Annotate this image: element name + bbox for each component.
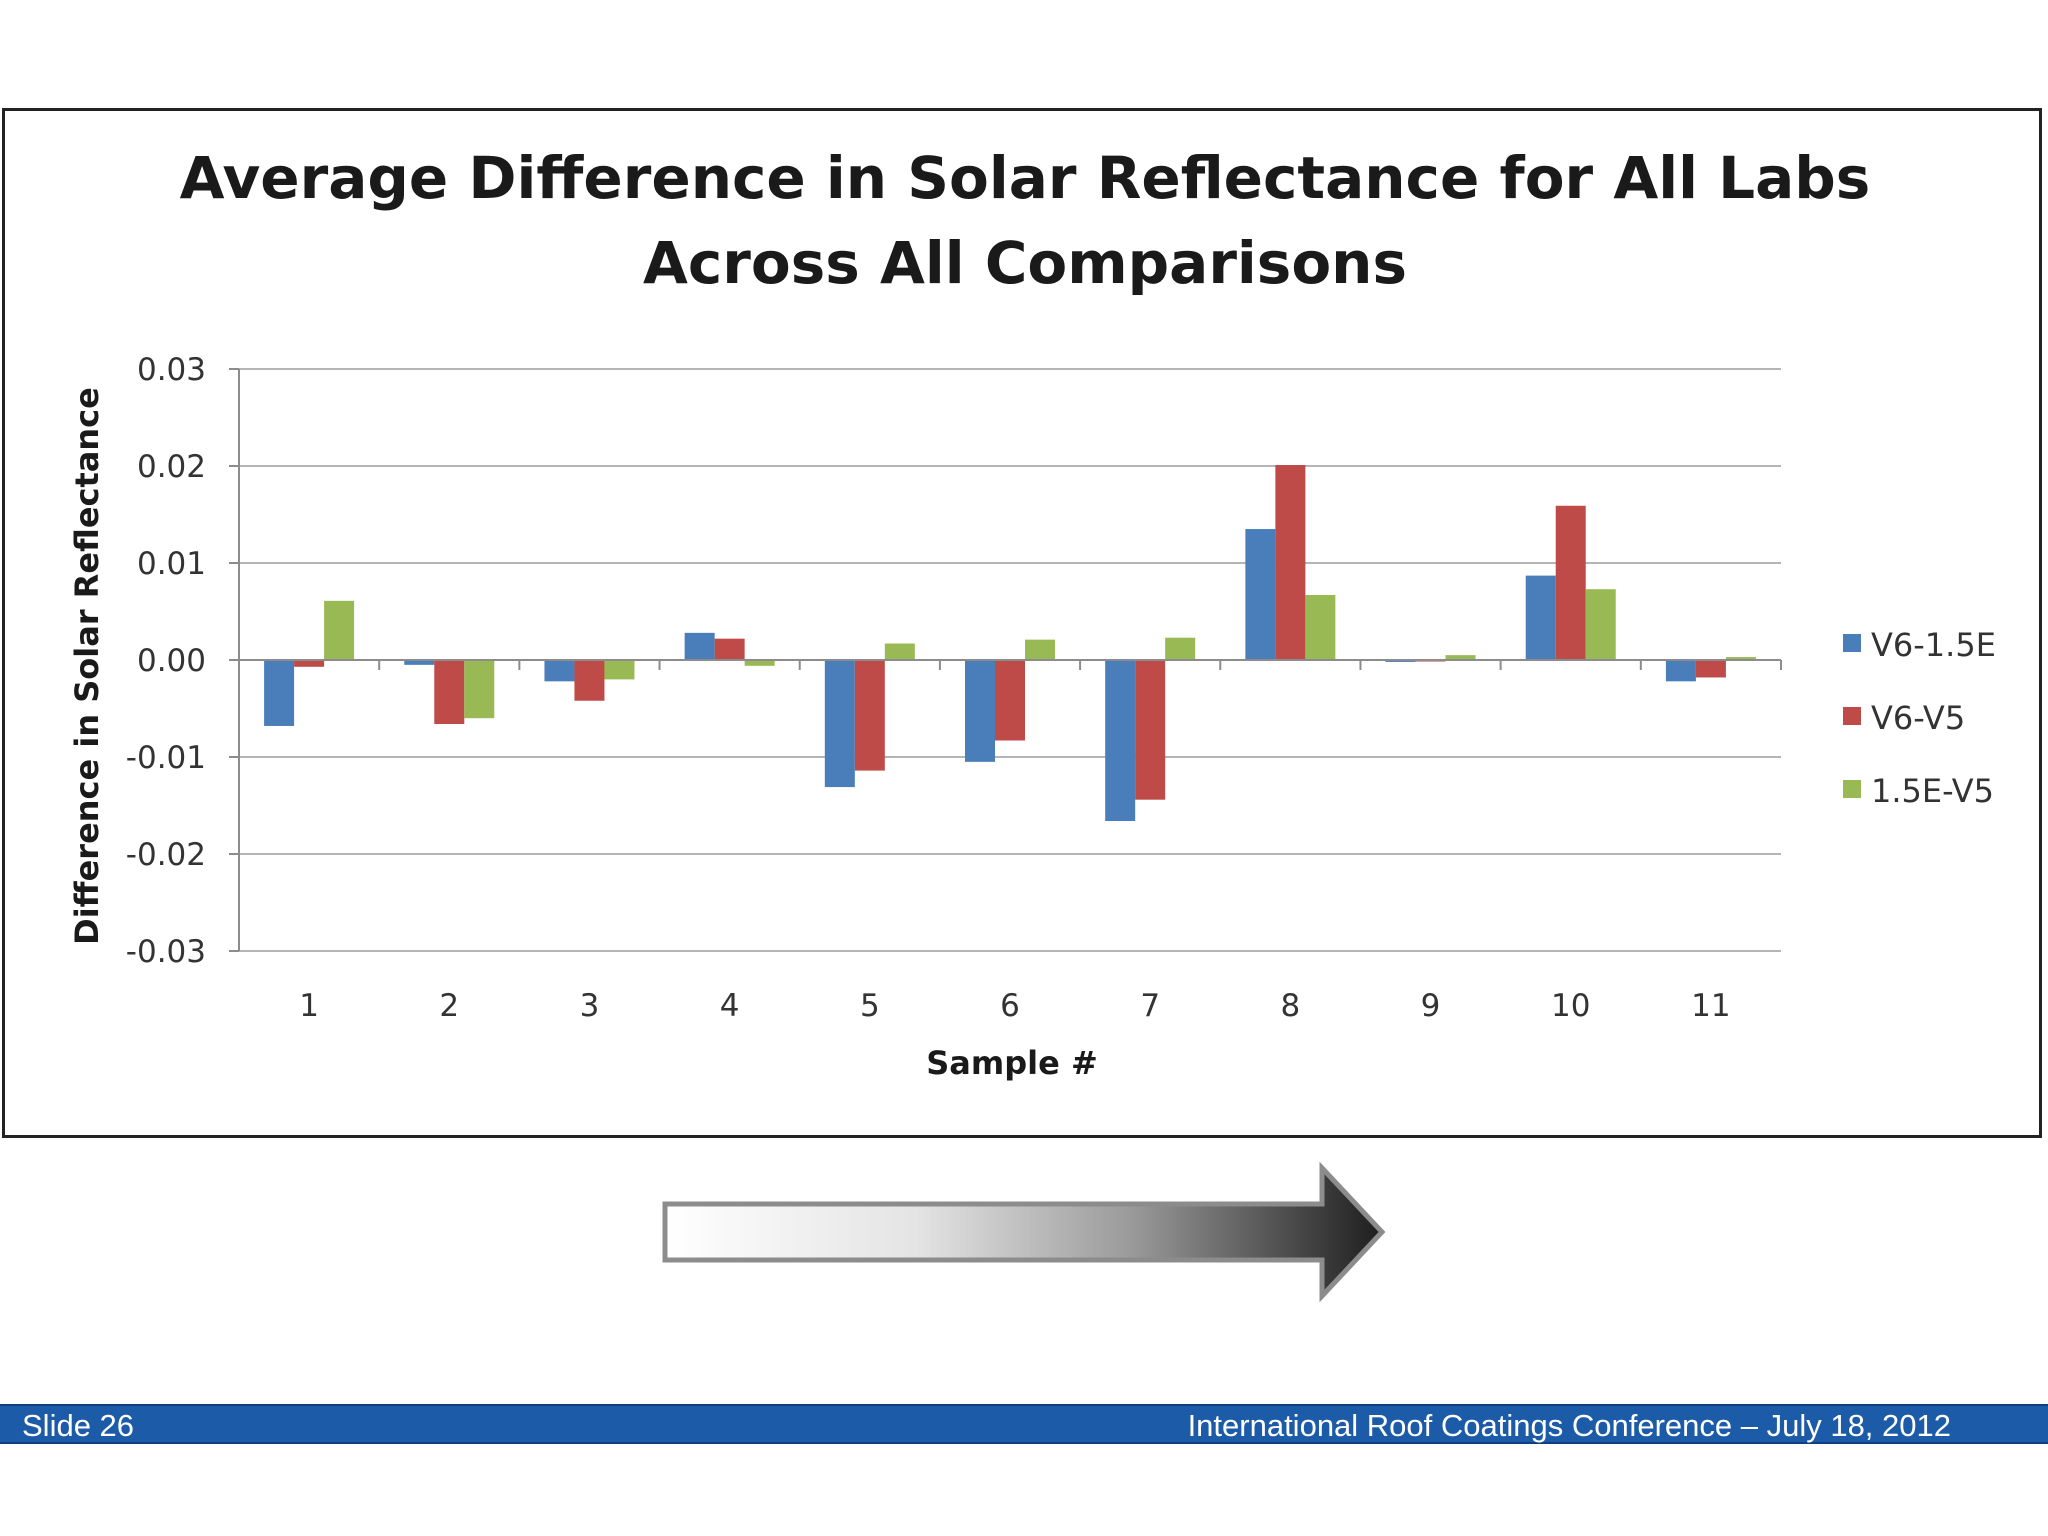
y-tick-label: 0.00 — [137, 643, 206, 679]
legend-label: V6-V5 — [1871, 699, 1965, 737]
bars — [264, 465, 1756, 822]
bar-1.5E-V5-sample-10 — [1585, 589, 1616, 660]
bar-1.5E-V5-sample-7 — [1165, 637, 1196, 660]
bar-1.5E-V5-sample-11 — [1725, 657, 1756, 660]
chart-title-line-2: Across All Comparisons — [643, 229, 1407, 297]
bar-1.5E-V5-sample-3 — [604, 660, 635, 680]
bar-1.5E-V5-sample-9 — [1445, 655, 1476, 660]
bar-V6-V5-sample-8 — [1275, 465, 1306, 660]
x-tick-label: 9 — [1421, 988, 1441, 1024]
axes — [238, 369, 1782, 951]
conference-label: International Roof Coatings Conference –… — [1187, 1408, 1951, 1443]
y-tick-labels: 0.03 0.02 0.01 0.00 -0.01 -0.02 -0.03 — [126, 352, 206, 970]
legend-swatch-1.5E-V5 — [1843, 780, 1861, 798]
legend-swatch-V6-V5 — [1843, 707, 1861, 725]
legend-swatch-V6-1.5E — [1843, 634, 1861, 652]
y-tick-label: -0.01 — [126, 740, 206, 776]
bar-1.5E-V5-sample-4 — [744, 660, 775, 666]
y-tick-label: 0.02 — [137, 449, 206, 485]
chart-title-line-1: Average Difference in Solar Reflectance … — [180, 144, 1871, 212]
legend-label: V6-1.5E — [1871, 626, 1996, 664]
bar-V6-1.5E-sample-3 — [544, 660, 575, 682]
bar-1.5E-V5-sample-1 — [324, 600, 355, 660]
y-tick-label: -0.02 — [126, 837, 206, 873]
chart-svg: Average Difference in Solar Reflectance … — [68, 144, 1996, 1082]
x-tick-label: 3 — [580, 988, 600, 1024]
x-tick-label: 1 — [299, 988, 319, 1024]
y-axis-label: Difference in Solar Reflectance — [68, 387, 106, 945]
x-tick-label: 8 — [1280, 988, 1300, 1024]
x-tick-label: 4 — [720, 988, 740, 1024]
x-tick-label: 10 — [1551, 988, 1590, 1024]
bar-V6-V5-sample-1 — [294, 660, 325, 667]
x-tick-label: 5 — [860, 988, 880, 1024]
bar-V6-V5-sample-3 — [574, 660, 605, 701]
bar-V6-V5-sample-6 — [995, 660, 1025, 741]
arrow-graphic — [660, 1160, 1390, 1310]
right-arrow-icon — [662, 1161, 1386, 1303]
bar-1.5E-V5-sample-6 — [1025, 639, 1055, 660]
legend-label: 1.5E-V5 — [1871, 772, 1994, 810]
bar-V6-1.5E-sample-2 — [404, 660, 435, 665]
x-tick-label: 11 — [1691, 988, 1730, 1024]
bar-1.5E-V5-sample-5 — [884, 643, 915, 660]
bar-V6-V5-sample-5 — [854, 660, 885, 771]
bar-V6-1.5E-sample-6 — [965, 660, 995, 762]
x-axis-label: Sample # — [926, 1044, 1098, 1082]
bar-V6-1.5E-sample-10 — [1525, 575, 1556, 660]
bar-V6-1.5E-sample-1 — [264, 660, 295, 726]
bar-V6-1.5E-sample-4 — [684, 632, 715, 660]
bar-V6-V5-sample-4 — [714, 638, 745, 660]
bar-V6-V5-sample-2 — [434, 660, 465, 725]
y-tick-label: -0.03 — [126, 934, 206, 970]
y-tick-label: 0.01 — [137, 546, 206, 582]
footer-bar: Slide 26 International Roof Coatings Con… — [0, 1404, 2048, 1444]
x-tick-label: 7 — [1140, 988, 1160, 1024]
y-tick-label: 0.03 — [137, 352, 206, 388]
chart-frame: Average Difference in Solar Reflectance … — [2, 108, 2042, 1138]
bar-1.5E-V5-sample-2 — [464, 660, 495, 719]
bar-V6-V5-sample-11 — [1695, 660, 1726, 678]
bar-V6-1.5E-sample-5 — [824, 660, 855, 788]
bar-V6-V5-sample-7 — [1135, 660, 1166, 800]
bar-V6-1.5E-sample-11 — [1665, 660, 1696, 682]
bar-1.5E-V5-sample-8 — [1305, 595, 1336, 660]
x-tick-label: 2 — [439, 988, 459, 1024]
bar-V6-1.5E-sample-7 — [1105, 660, 1136, 822]
slide-number: Slide 26 — [22, 1408, 135, 1443]
x-tick-label: 6 — [1000, 988, 1020, 1024]
legend: V6-1.5E V6-V5 1.5E-V5 — [1843, 626, 1996, 810]
bar-V6-1.5E-sample-8 — [1245, 529, 1276, 660]
x-tick-labels: 1 2 3 4 5 6 7 8 9 10 11 — [299, 988, 1730, 1024]
bar-V6-V5-sample-10 — [1555, 505, 1586, 660]
